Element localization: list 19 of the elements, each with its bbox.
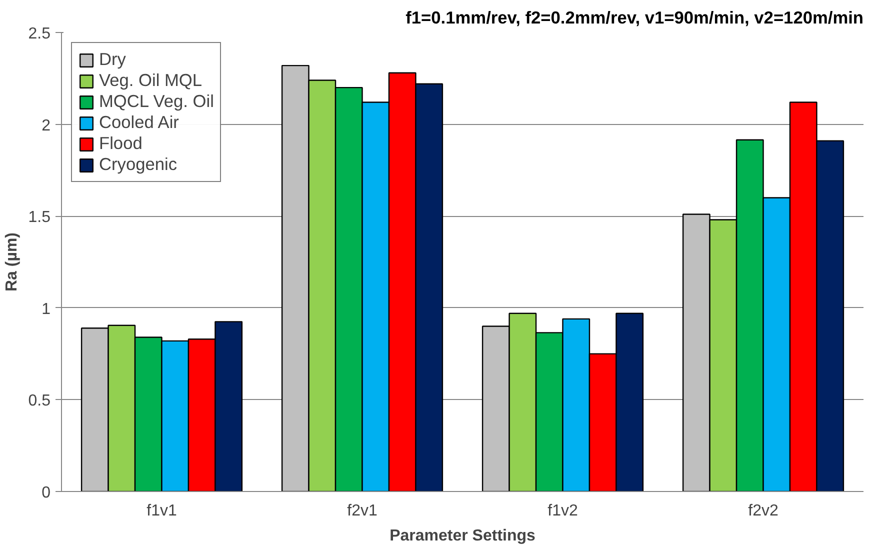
x-tick-label: f2v2	[748, 502, 778, 520]
y-tick-label: 1.5	[28, 209, 51, 226]
legend-label: Cryogenic	[99, 154, 178, 175]
x-tick-label: f1v2	[548, 502, 578, 520]
y-tick-label: 0.5	[28, 392, 51, 410]
legend-label: Flood	[99, 133, 142, 154]
y-tick-label: 2.5	[28, 26, 51, 42]
chart-title: f1=0.1mm/rev, f2=0.2mm/rev, v1=90m/min, v2=120m/min	[406, 8, 864, 28]
y-axis-title: Ra (µm)	[3, 232, 20, 292]
x-tick-label: f1v1	[146, 502, 177, 520]
y-tick-label: 2	[42, 117, 51, 134]
y-tick-label: 0	[42, 484, 51, 502]
x-tick-label: f2v1	[347, 502, 378, 520]
legend-label: Dry	[99, 49, 126, 70]
legend-label: Cooled Air	[99, 112, 179, 133]
x-axis-title: Parameter Settings	[390, 528, 536, 544]
legend-label: Veg. Oil MQL	[99, 70, 202, 91]
legend-label: MQCL Veg. Oil	[99, 91, 214, 112]
y-tick-label: 1	[42, 300, 51, 318]
